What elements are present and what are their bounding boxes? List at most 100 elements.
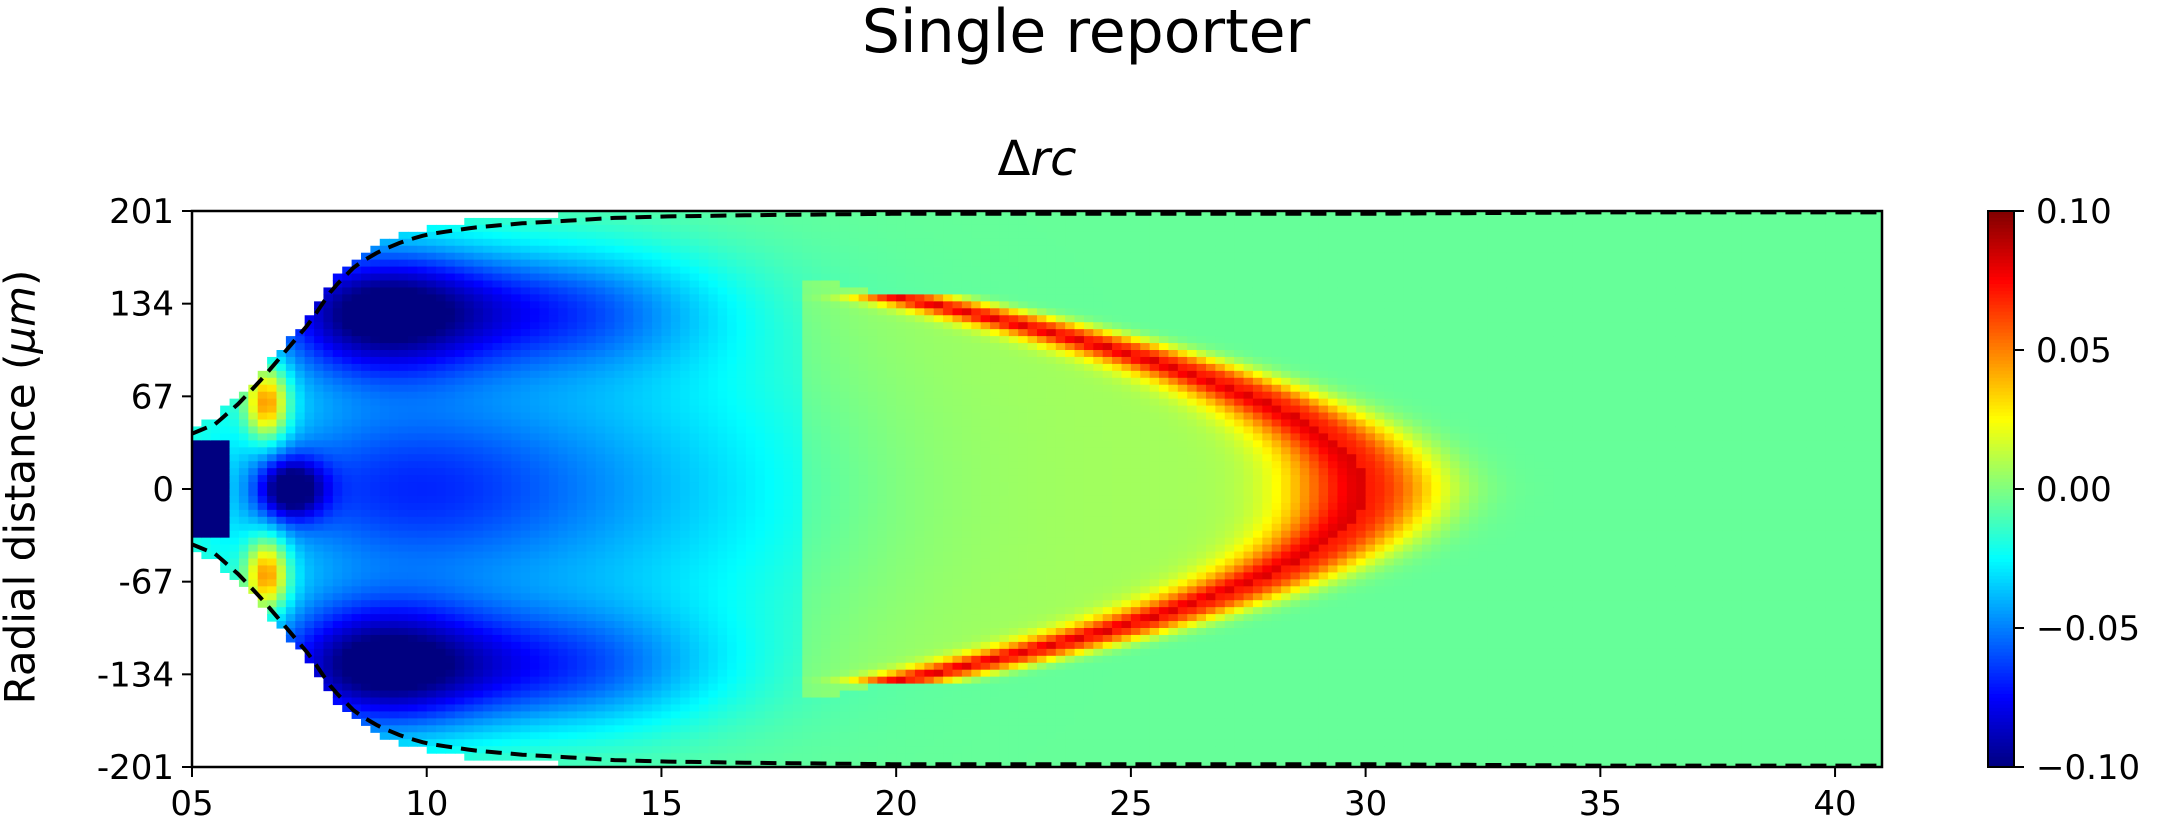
- heatmap-cell: [492, 447, 503, 455]
- heatmap-cell: [342, 391, 353, 400]
- heatmap-cell: [764, 502, 775, 511]
- heatmap-cell: [576, 607, 587, 615]
- heatmap-cell: [830, 211, 841, 219]
- heatmap-cell: [548, 405, 559, 414]
- heatmap-cell: [398, 676, 409, 685]
- heatmap-cell: [398, 329, 409, 337]
- heatmap-cell: [764, 614, 775, 622]
- heatmap-cell: [370, 655, 381, 664]
- heatmap-cell: [755, 280, 766, 289]
- heatmap-cell: [398, 718, 409, 726]
- heatmap-cell: [389, 648, 400, 657]
- heatmap-cell: [464, 426, 475, 434]
- heatmap-cell: [530, 308, 540, 316]
- heatmap-cell: [426, 461, 437, 469]
- heatmap-cell: [379, 308, 390, 316]
- heatmap-cell: [492, 266, 503, 275]
- heatmap-cell: [492, 718, 503, 726]
- heatmap-cell: [792, 329, 803, 337]
- heatmap-cell: [849, 600, 860, 608]
- heatmap-cell: [238, 426, 249, 434]
- heatmap-cell: [361, 398, 371, 407]
- heatmap-cell: [774, 690, 785, 699]
- heatmap-cell: [755, 732, 766, 740]
- heatmap-cell: [332, 461, 343, 469]
- heatmap-cell: [802, 489, 813, 497]
- heatmap-cell: [426, 725, 437, 733]
- heatmap-cell: [483, 259, 494, 268]
- heatmap-cell: [605, 760, 616, 768]
- heatmap-cell: [633, 495, 644, 504]
- heatmap-cell: [774, 523, 785, 532]
- heatmap-cell: [464, 440, 475, 448]
- heatmap-cell: [464, 753, 475, 761]
- heatmap-cell: [483, 461, 494, 469]
- heatmap-cell: [661, 655, 672, 664]
- heatmap-cell: [342, 475, 353, 483]
- heatmap-cell: [764, 482, 775, 490]
- heatmap-cell: [379, 648, 390, 657]
- heatmap-cell: [783, 308, 794, 316]
- heatmap-cell: [379, 683, 390, 692]
- heatmap-cell: [745, 482, 756, 490]
- heatmap-cell: [595, 648, 606, 657]
- heatmap-cell: [670, 266, 681, 275]
- heatmap-cell: [858, 433, 869, 441]
- heatmap-cell: [567, 711, 578, 719]
- heatmap-cell: [407, 537, 418, 546]
- heatmap-cell: [389, 308, 400, 316]
- heatmap-cell: [792, 301, 803, 309]
- heatmap-cell: [661, 572, 672, 580]
- heatmap-cell: [623, 273, 634, 282]
- heatmap-cell: [774, 683, 785, 692]
- heatmap-cell: [548, 523, 559, 532]
- heatmap-cell: [839, 461, 850, 469]
- heatmap-cell: [849, 572, 860, 580]
- heatmap-cell: [473, 655, 484, 664]
- heatmap-cell: [633, 676, 644, 685]
- heatmap-cell: [192, 475, 202, 483]
- heatmap-cell: [304, 384, 315, 393]
- heatmap-cell: [670, 238, 681, 247]
- heatmap-cell: [426, 746, 437, 754]
- heatmap-cell: [351, 662, 362, 671]
- heatmap-cell: [473, 746, 484, 754]
- heatmap-cell: [492, 217, 503, 226]
- heatmap-cell: [501, 509, 512, 518]
- heatmap-cell: [445, 544, 456, 553]
- heatmap-cell: [558, 245, 569, 254]
- heatmap-cell: [849, 322, 860, 330]
- heatmap-cell: [830, 502, 841, 511]
- heatmap-cell: [558, 711, 569, 719]
- heatmap-cell: [670, 273, 681, 282]
- heatmap-cell: [454, 336, 465, 344]
- heatmap-cell: [792, 551, 803, 560]
- heatmap-cell: [868, 266, 878, 275]
- heatmap-cell: [821, 628, 832, 636]
- heatmap-cell: [229, 461, 240, 469]
- heatmap-cell: [792, 217, 803, 226]
- heatmap-cell: [661, 280, 672, 289]
- heatmap-cell: [670, 217, 681, 226]
- heatmap-cell: [821, 572, 832, 580]
- heatmap-cell: [868, 468, 878, 476]
- heatmap-cell: [426, 301, 437, 309]
- heatmap-cell: [473, 301, 484, 309]
- heatmap-cell: [454, 343, 465, 351]
- heatmap-cell: [361, 690, 371, 699]
- heatmap-cell: [670, 579, 681, 587]
- heatmap-cell: [539, 266, 550, 275]
- heatmap-cell: [285, 384, 296, 393]
- heatmap-cell: [783, 426, 794, 434]
- heatmap-cell: [473, 370, 484, 379]
- heatmap-cell: [530, 350, 540, 358]
- heatmap-cell: [717, 454, 728, 462]
- heatmap-cell: [257, 489, 268, 497]
- heatmap-cell: [783, 502, 794, 511]
- heatmap-cell: [257, 384, 268, 393]
- heatmap-cell: [492, 433, 503, 441]
- heatmap-cell: [567, 662, 578, 671]
- heatmap-cell: [774, 753, 785, 761]
- heatmap-cell: [755, 489, 766, 497]
- heatmap-cell: [464, 412, 475, 421]
